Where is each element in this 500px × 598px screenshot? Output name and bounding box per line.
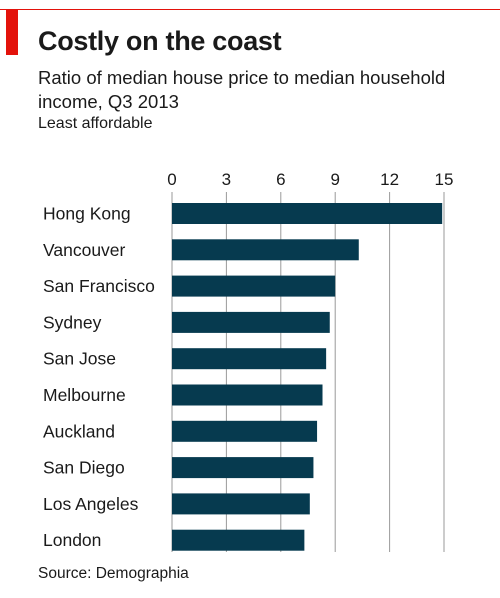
bar	[172, 457, 314, 479]
source-note: Source: Demographia	[38, 565, 189, 582]
bar	[172, 384, 323, 406]
chart-subtitle: Ratio of median house price to median ho…	[38, 67, 446, 112]
category-label: Auckland	[43, 421, 115, 441]
bar	[172, 203, 443, 224]
tick-label: 12	[380, 170, 399, 189]
tick-label: 15	[435, 170, 454, 189]
category-label: San Francisco	[43, 276, 155, 296]
tick-label: 0	[167, 170, 176, 189]
category-label: Vancouver	[43, 240, 126, 260]
category-label: Sydney	[43, 312, 102, 332]
category-label: Melbourne	[43, 385, 126, 405]
category-label: Los Angeles	[43, 494, 139, 514]
chart-note: Least affordable	[38, 115, 153, 132]
tick-label: 3	[222, 170, 231, 189]
bar	[172, 529, 305, 551]
tick-label: 6	[276, 170, 285, 189]
category-label: London	[43, 530, 101, 550]
bar	[172, 275, 336, 297]
brand-tab	[6, 9, 18, 55]
category-label: San Diego	[43, 458, 125, 478]
bar	[172, 311, 330, 333]
category-label: Hong Kong	[43, 204, 131, 224]
bar	[172, 348, 327, 370]
bar	[172, 420, 318, 442]
chart-title: Costly on the coast	[38, 26, 282, 56]
tick-label: 9	[330, 170, 339, 189]
top-rule	[0, 9, 500, 10]
bar	[172, 239, 359, 261]
category-label: San Jose	[43, 349, 116, 369]
bar	[172, 493, 310, 515]
